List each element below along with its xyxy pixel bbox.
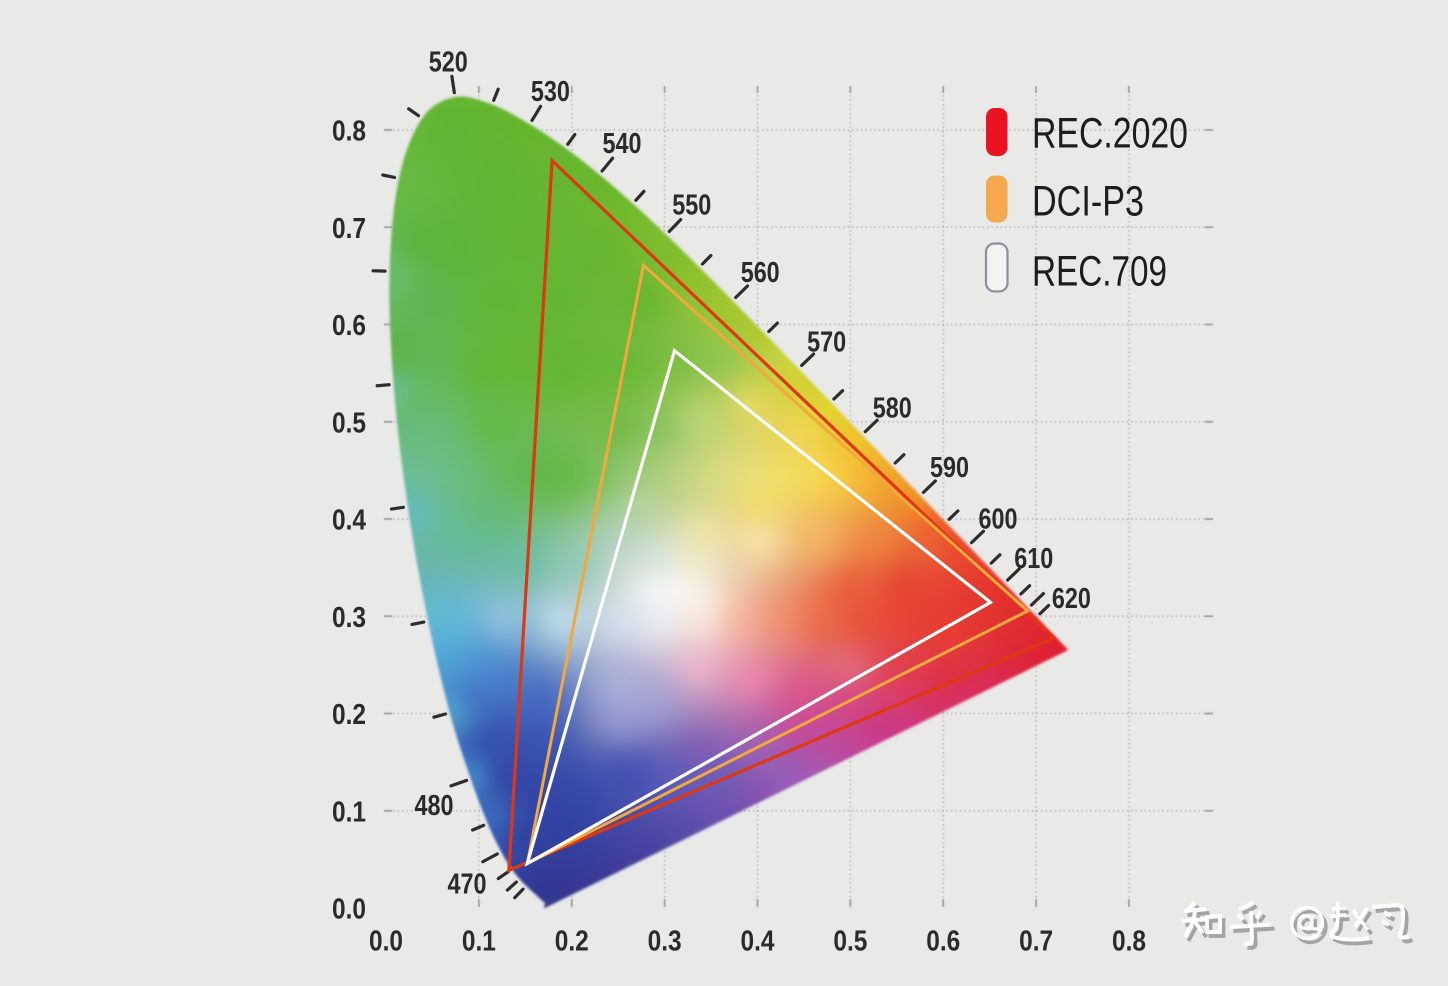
svg-text:0.1: 0.1 bbox=[332, 796, 366, 828]
svg-text:0.0: 0.0 bbox=[369, 926, 403, 958]
svg-text:620: 620 bbox=[1052, 583, 1091, 615]
svg-text:600: 600 bbox=[979, 503, 1018, 535]
svg-text:580: 580 bbox=[873, 392, 912, 424]
svg-text:0.2: 0.2 bbox=[332, 699, 366, 731]
svg-text:0.8: 0.8 bbox=[332, 116, 366, 148]
svg-text:REC.2020: REC.2020 bbox=[1032, 110, 1188, 158]
svg-text:DCI-P3: DCI-P3 bbox=[1032, 178, 1144, 226]
svg-text:0.4: 0.4 bbox=[332, 505, 366, 537]
svg-text:530: 530 bbox=[531, 76, 570, 108]
svg-text:480: 480 bbox=[415, 790, 454, 822]
svg-text:0.5: 0.5 bbox=[332, 407, 366, 439]
svg-text:0.7: 0.7 bbox=[332, 213, 366, 245]
svg-text:0.1: 0.1 bbox=[462, 926, 496, 958]
svg-text:570: 570 bbox=[807, 327, 846, 359]
svg-text:560: 560 bbox=[741, 257, 780, 289]
svg-text:0.5: 0.5 bbox=[833, 926, 867, 958]
svg-text:470: 470 bbox=[448, 869, 487, 901]
svg-text:0.0: 0.0 bbox=[332, 894, 366, 926]
svg-text:610: 610 bbox=[1014, 543, 1053, 575]
svg-text:REC.709: REC.709 bbox=[1032, 248, 1167, 296]
svg-text:0.6: 0.6 bbox=[332, 310, 366, 342]
svg-text:0.7: 0.7 bbox=[1019, 926, 1053, 958]
svg-text:520: 520 bbox=[429, 47, 468, 79]
svg-text:540: 540 bbox=[603, 128, 642, 160]
svg-text:0.2: 0.2 bbox=[555, 926, 589, 958]
svg-text:0.3: 0.3 bbox=[648, 926, 682, 958]
svg-text:0.6: 0.6 bbox=[926, 926, 960, 958]
svg-text:550: 550 bbox=[672, 190, 711, 222]
svg-text:0.8: 0.8 bbox=[1112, 926, 1146, 958]
svg-text:0.3: 0.3 bbox=[332, 602, 366, 634]
svg-text:0.4: 0.4 bbox=[741, 926, 775, 958]
svg-text:590: 590 bbox=[930, 452, 969, 484]
